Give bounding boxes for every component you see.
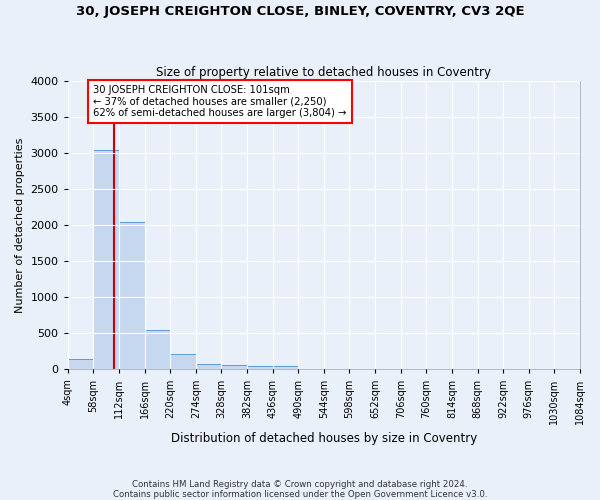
Bar	[145, 330, 170, 370]
Title: Size of property relative to detached houses in Coventry: Size of property relative to detached ho…	[157, 66, 491, 78]
Bar	[221, 366, 247, 370]
Bar	[119, 222, 145, 370]
Bar	[94, 150, 119, 370]
Text: 30, JOSEPH CREIGHTON CLOSE, BINLEY, COVENTRY, CV3 2QE: 30, JOSEPH CREIGHTON CLOSE, BINLEY, COVE…	[76, 5, 524, 18]
Bar	[68, 358, 94, 370]
Bar	[272, 366, 298, 370]
Bar	[196, 364, 221, 370]
Bar	[247, 366, 272, 370]
X-axis label: Distribution of detached houses by size in Coventry: Distribution of detached houses by size …	[171, 432, 477, 445]
Y-axis label: Number of detached properties: Number of detached properties	[15, 138, 25, 313]
Text: 30 JOSEPH CREIGHTON CLOSE: 101sqm
← 37% of detached houses are smaller (2,250)
6: 30 JOSEPH CREIGHTON CLOSE: 101sqm ← 37% …	[94, 84, 347, 118]
Bar	[170, 354, 196, 370]
Text: Contains HM Land Registry data © Crown copyright and database right 2024.
Contai: Contains HM Land Registry data © Crown c…	[113, 480, 487, 499]
